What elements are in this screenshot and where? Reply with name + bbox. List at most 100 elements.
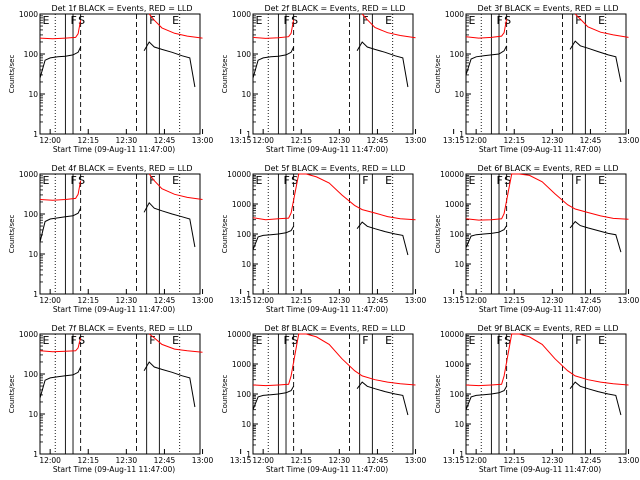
interval-letter: E <box>598 14 605 27</box>
interval-letter: E <box>469 14 476 27</box>
panel-4: Det 4f BLACK = Events, RED = LLD 1 10 100 10… <box>8 164 252 314</box>
x-tick-label: 12:30 <box>329 296 351 305</box>
panel-1: Det 1f BLACK = Events, RED = LLD 1 10 100 10… <box>8 4 252 154</box>
events-series-line <box>252 221 409 256</box>
y-tick-label: 10 <box>241 260 251 269</box>
y-tick-label: 1 <box>459 450 464 459</box>
y-axis-label: Counts/sec <box>434 215 442 254</box>
x-tick-label: 12:30 <box>542 296 564 305</box>
x-tick-label: 12:30 <box>329 136 351 145</box>
x-axis-label: Start Time (09-Aug-11 11:47:00) <box>53 305 175 314</box>
interval-letter: F <box>575 14 581 27</box>
interval-letter: E <box>385 14 392 27</box>
interval-letter: F <box>149 174 155 187</box>
interval-letter: E <box>469 174 476 187</box>
lld-series-line <box>252 333 416 387</box>
y-tick-label: 10 <box>454 90 464 99</box>
y-tick-label: 1000 <box>445 10 464 19</box>
interval-letter: E <box>385 334 392 347</box>
panel-5: Det 5f BLACK = Events, RED = LLD 1 10 100 10… <box>221 164 465 314</box>
y-tick-label: 1000 <box>19 170 38 179</box>
y-axis-label: Counts/sec <box>434 55 442 94</box>
y-tick-label: 100 <box>237 50 252 59</box>
y-tick-label: 1000 <box>232 10 251 19</box>
x-tick-label: 12:15 <box>290 456 312 465</box>
interval-letter: E <box>256 334 263 347</box>
lld-series-line <box>252 173 416 221</box>
y-tick-label: 1 <box>33 130 38 139</box>
interval-letter: S <box>504 174 511 187</box>
x-tick-label: 12:45 <box>154 296 176 305</box>
x-tick-label: 13:15 <box>230 456 252 465</box>
x-tick-label: 12:30 <box>116 456 138 465</box>
y-tick-label: 10000 <box>227 330 251 339</box>
x-axis-label: Start Time (09-Aug-11 11:47:00) <box>479 465 601 474</box>
x-axis-label: Start Time (09-Aug-11 11:47:00) <box>266 465 388 474</box>
panel-2: Det 2f BLACK = Events, RED = LLD 1 10 100 10… <box>221 4 465 154</box>
y-axis-label: Counts/sec <box>221 375 229 414</box>
x-tick-label: 13:00 <box>192 296 214 305</box>
events-series-line <box>465 381 622 416</box>
x-tick-label: 13:15 <box>443 136 465 145</box>
x-axis-label: Start Time (09-Aug-11 11:47:00) <box>479 305 601 314</box>
y-tick-label: 1000 <box>232 200 251 209</box>
interval-letter: E <box>43 14 50 27</box>
events-series-line <box>39 201 196 248</box>
interval-letter: F <box>362 174 368 187</box>
interval-letter: E <box>172 174 179 187</box>
panel-3: Det 3f BLACK = Events, RED = LLD 1 10 100 10… <box>434 4 640 154</box>
interval-letter: E <box>598 174 605 187</box>
events-series-line <box>39 361 196 408</box>
lld-series-line <box>465 333 629 387</box>
events-series-line <box>252 381 409 416</box>
y-tick-label: 1000 <box>445 200 464 209</box>
panel-9: Det 9f BLACK = Events, RED = LLD 1 10 100 10… <box>434 324 640 474</box>
y-axis-label: Counts/sec <box>8 375 16 414</box>
x-tick-label: 12:45 <box>367 296 389 305</box>
x-tick-label: 12:00 <box>465 136 487 145</box>
y-tick-label: 100 <box>450 50 465 59</box>
panel-title: Det 9f BLACK = Events, RED = LLD <box>477 324 618 333</box>
x-tick-label: 12:15 <box>290 296 312 305</box>
x-tick-label: 12:30 <box>542 456 564 465</box>
x-tick-label: 13:00 <box>405 296 427 305</box>
y-tick-label: 100 <box>450 390 465 399</box>
x-tick-label: 12:15 <box>503 456 525 465</box>
y-tick-label: 10 <box>28 410 38 419</box>
x-axis-label: Start Time (09-Aug-11 11:47:00) <box>266 145 388 154</box>
x-tick-label: 12:15 <box>77 136 99 145</box>
y-tick-label: 100 <box>24 50 39 59</box>
x-tick-label: 12:15 <box>503 136 525 145</box>
panel-title: Det 7f BLACK = Events, RED = LLD <box>51 324 192 333</box>
interval-letter: E <box>256 14 263 27</box>
x-axis-label: Start Time (09-Aug-11 11:47:00) <box>53 145 175 154</box>
y-tick-label: 10 <box>241 90 251 99</box>
y-tick-label: 10 <box>454 260 464 269</box>
x-tick-label: 12:00 <box>252 296 274 305</box>
x-tick-label: 12:00 <box>465 456 487 465</box>
interval-letter: E <box>43 174 50 187</box>
interval-letter: F <box>70 174 76 187</box>
lld-series-line <box>39 173 203 201</box>
interval-letter: E <box>172 14 179 27</box>
x-tick-label: 12:45 <box>367 456 389 465</box>
x-tick-label: 12:30 <box>116 296 138 305</box>
interval-letter: S <box>78 14 85 27</box>
interval-letter: F <box>362 14 368 27</box>
x-tick-label: 12:15 <box>77 296 99 305</box>
interval-letter: F <box>70 334 76 347</box>
x-tick-label: 12:00 <box>252 136 274 145</box>
plot-frame <box>252 13 414 135</box>
x-tick-label: 13:15 <box>230 136 252 145</box>
x-tick-label: 12:00 <box>252 456 274 465</box>
y-tick-label: 1 <box>246 290 251 299</box>
interval-letter: S <box>78 334 85 347</box>
x-tick-label: 13:00 <box>405 456 427 465</box>
x-tick-label: 13:00 <box>192 136 214 145</box>
y-tick-label: 100 <box>24 370 39 379</box>
y-tick-label: 1000 <box>19 10 38 19</box>
interval-letter: F <box>149 14 155 27</box>
y-tick-label: 100 <box>450 230 465 239</box>
plot-frame <box>39 173 201 295</box>
x-tick-label: 12:45 <box>367 136 389 145</box>
